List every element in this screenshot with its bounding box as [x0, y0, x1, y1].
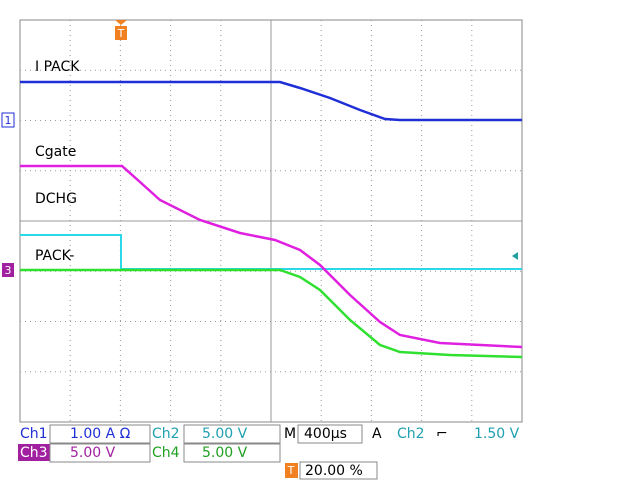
position: 20.00 %	[305, 463, 363, 479]
field	[49, 443, 151, 463]
trigger-marker-box	[115, 26, 127, 40]
trace-cgate	[20, 164, 523, 349]
position-icon	[285, 463, 298, 478]
ch2-label: Ch2	[152, 426, 180, 442]
ch3-scale: 5.00 V	[70, 445, 116, 461]
ch3-label: Ch3	[20, 445, 48, 461]
graticule	[19, 19, 523, 423]
field	[297, 424, 363, 444]
ch1-marker-box	[1, 112, 15, 128]
trace-ipack	[20, 80, 522, 122]
trigger-level: 1.50 V	[474, 426, 520, 442]
trigger-source: Ch2	[397, 426, 425, 442]
timebase: 400µs	[304, 426, 347, 442]
ch3-label-bg	[18, 444, 50, 461]
ch4-scale: 5.00 V	[202, 445, 248, 461]
trace-label: I PACK	[35, 59, 80, 75]
trace-label: PACK-	[35, 248, 74, 264]
readout: Ch1 1.00 A Ω Ch2 5.00 V M 400µs A Ch2 ⌐ …	[18, 424, 520, 480]
field	[183, 424, 281, 444]
level-arrow	[512, 252, 518, 260]
trigger-arrow	[115, 20, 127, 25]
field	[183, 443, 281, 463]
position-label: T	[287, 464, 295, 477]
field	[299, 461, 378, 480]
field	[49, 424, 151, 444]
ch4-label: Ch4	[152, 445, 180, 461]
trigger-label: A	[372, 426, 382, 442]
ch2-scale: 5.00 V	[202, 426, 248, 442]
trigger-marker: T	[117, 27, 125, 40]
trace-label: DCHG	[35, 191, 77, 207]
trace-label: Cgate	[35, 144, 76, 160]
trigger-slope: ⌐	[436, 426, 448, 442]
ch1-label: Ch1	[20, 426, 48, 442]
ch1-scale: 1.00 A Ω	[70, 426, 131, 442]
trace-dchg	[20, 268, 523, 359]
ch1-marker: 1	[5, 114, 12, 127]
trace-pack	[20, 234, 522, 270]
ch3-marker: 3	[5, 264, 12, 277]
timebase-label: M	[284, 426, 296, 442]
ch3-marker-box	[2, 263, 14, 277]
